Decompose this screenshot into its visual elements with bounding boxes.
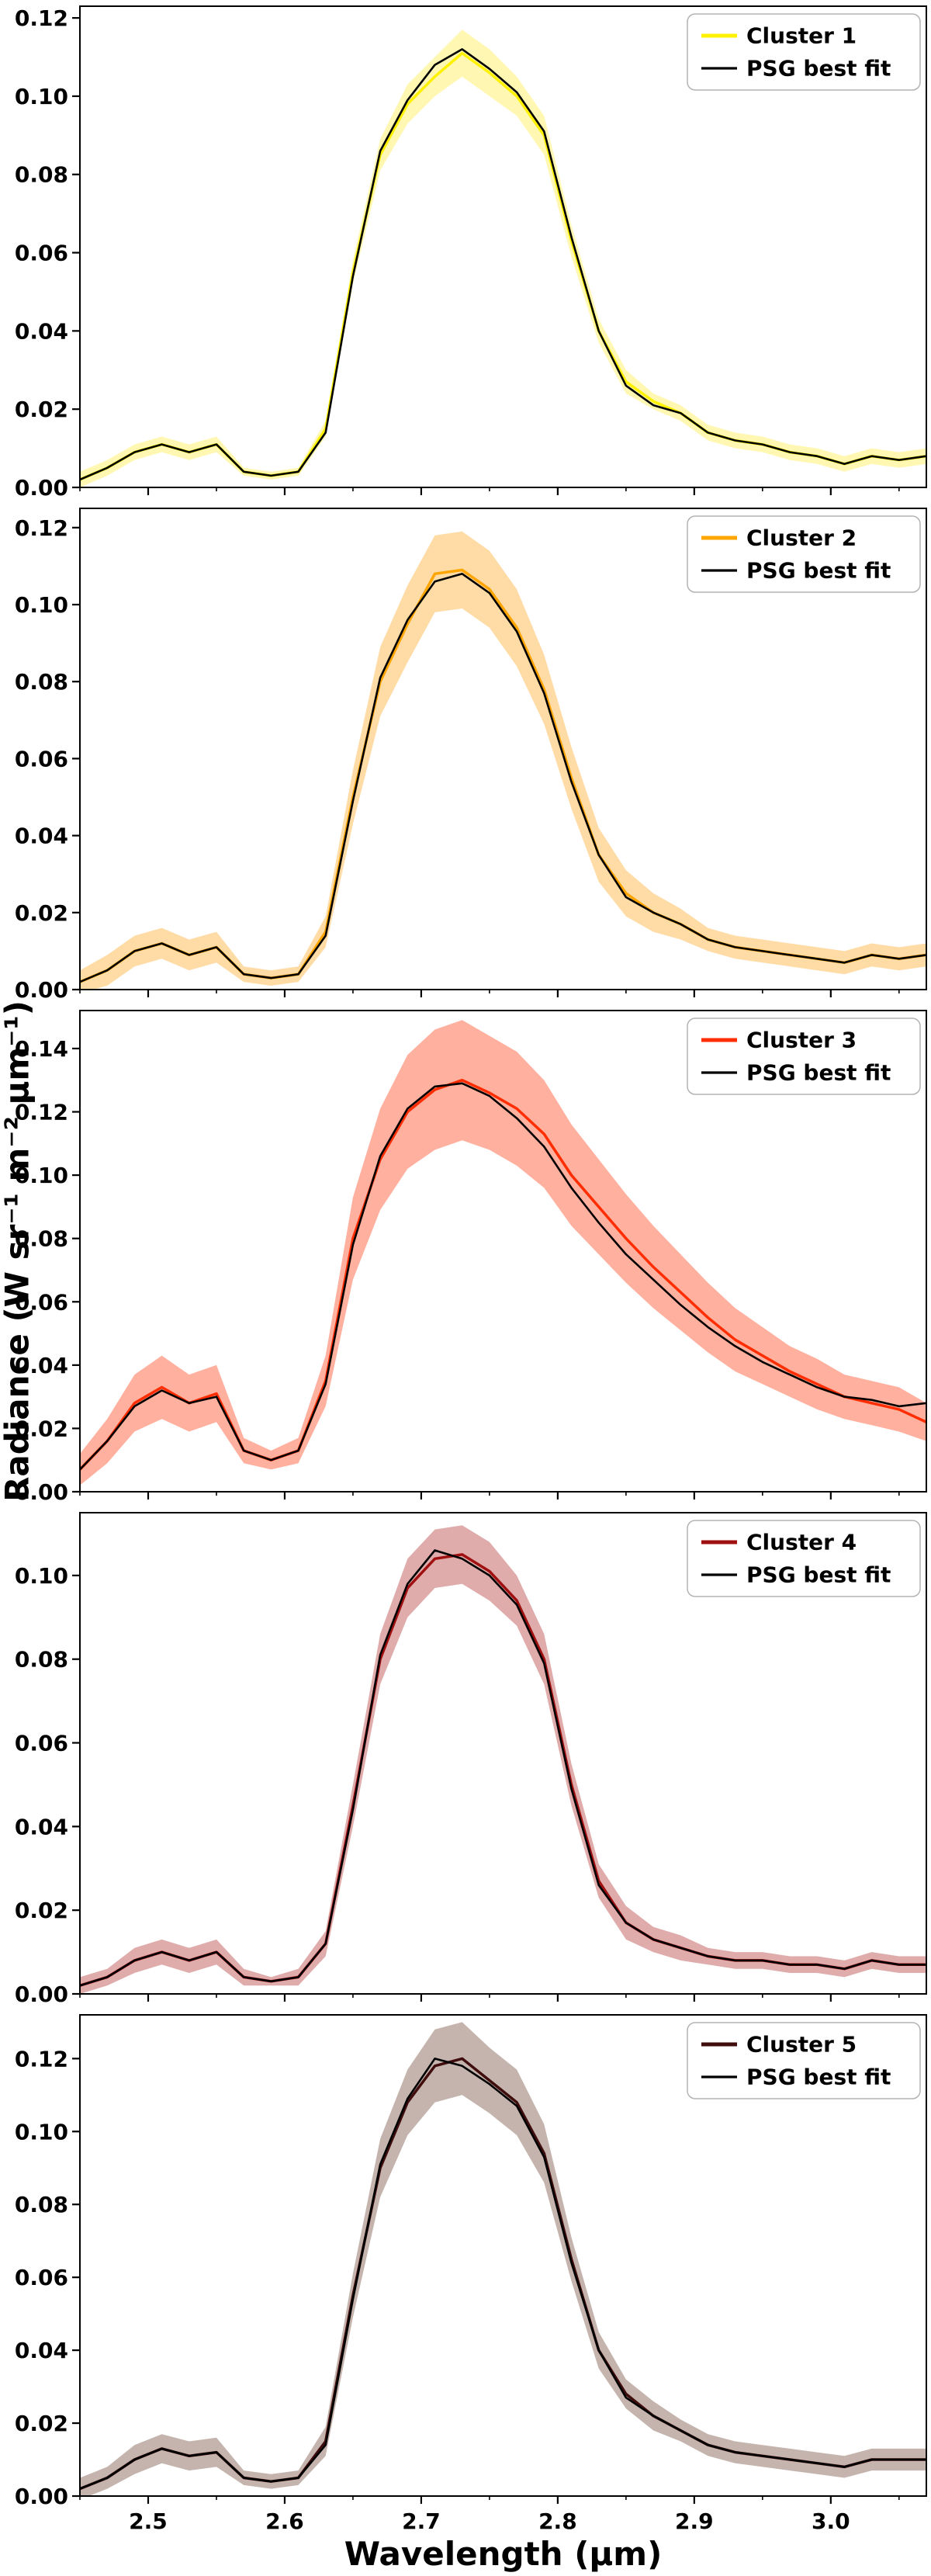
uncertainty-band: [80, 1020, 926, 1486]
x-tick-label: 3.0: [812, 2508, 850, 2534]
axes-box: [79, 508, 927, 990]
y-tick-label: 0.06: [15, 1731, 68, 1756]
panel-cluster-3: 0.00 0.02 0.04 0.06 0.08 0.10 0.12 0.14 Cluster …: [15, 1010, 927, 1505]
y-tick-label: 0.02: [15, 1416, 68, 1441]
y-tick-label: 0.10: [15, 1563, 68, 1589]
legend: Cluster 2 PSG best fit: [687, 515, 921, 593]
legend-item-cluster-label: Cluster 2: [746, 525, 857, 551]
y-tick-label: 0.10: [15, 1163, 68, 1188]
y-tick-label: 0.00: [15, 977, 68, 1003]
y-tick-label: 0.02: [15, 1898, 68, 1923]
legend: Cluster 3 PSG best fit: [687, 1018, 921, 1095]
y-tick-label: 0.06: [15, 1289, 68, 1315]
y-tick-label: 0.04: [15, 318, 68, 344]
cluster-spectrum-line: [80, 1078, 926, 1471]
cluster-spectrum-line: [80, 51, 926, 481]
y-tick-label: 0.06: [15, 2265, 68, 2290]
legend-item-cluster-label: Cluster 3: [746, 1028, 857, 1053]
uncertainty-band: [80, 1525, 926, 1994]
y-tick-label: 0.00: [15, 1981, 68, 2007]
y-tick-label: 0.10: [15, 2119, 68, 2144]
y-axis-label: Radiance (W sr⁻¹ m⁻² μm⁻¹): [0, 1000, 36, 1502]
y-tick-label: 0.04: [15, 1814, 68, 1839]
legend: Cluster 5 PSG best fit: [687, 2022, 921, 2099]
panel-cluster-2: 0.00 0.02 0.04 0.06 0.08 0.10 0.12 Cluster 2 PSG…: [15, 508, 927, 1003]
y-tick-label: 0.08: [15, 1226, 68, 1252]
psg-fit-line: [80, 1082, 926, 1471]
y-tick-label: 0.06: [15, 241, 68, 266]
x-axis-label: Wavelength (μm): [344, 2535, 663, 2573]
legend-frame: [687, 13, 921, 91]
legend-item-fit-label: PSG best fit: [746, 558, 891, 584]
legend-frame: [687, 515, 921, 593]
x-tick-label: 2.7: [402, 2508, 441, 2534]
axes-box: [79, 1512, 927, 1995]
legend: Cluster 4 PSG best fit: [687, 1520, 921, 1597]
legend-item-fit-label: PSG best fit: [746, 1060, 891, 1086]
legend-frame: [687, 1018, 921, 1095]
x-tick-label: 2.6: [265, 2508, 304, 2534]
y-tick-label: 0.02: [15, 900, 68, 926]
legend-item-cluster-label: Cluster 4: [746, 1530, 857, 1555]
axes-box: [79, 5, 927, 488]
legend-item-fit-label: PSG best fit: [746, 2065, 891, 2090]
y-tick-label: 0.04: [15, 1353, 68, 1378]
y-tick-label: 0.10: [15, 592, 68, 618]
y-tick-label: 0.08: [15, 2192, 68, 2217]
axes-box: [79, 1010, 927, 1493]
y-tick-label: 0.12: [15, 2046, 68, 2072]
psg-fit-line: [80, 572, 926, 983]
psg-fit-line: [80, 2058, 926, 2490]
y-tick-label: 0.06: [15, 746, 68, 771]
panel-cluster-1: 0.00 0.02 0.04 0.06 0.08 0.10 0.12 Cluster 1 PSG…: [15, 5, 927, 501]
legend: Cluster 1 PSG best fit: [687, 13, 921, 91]
panel-cluster-4: 0.00 0.02 0.04 0.06 0.08 0.10 Cluster 4 PSG bes…: [15, 1512, 927, 2007]
y-tick-label: 0.08: [15, 1647, 68, 1673]
legend-item-cluster-label: Cluster 1: [746, 23, 857, 49]
legend-item-cluster-label: Cluster 5: [746, 2032, 857, 2058]
y-tick-label: 0.12: [15, 1100, 68, 1125]
y-tick-label: 0.08: [15, 162, 68, 188]
y-tick-label: 0.08: [15, 669, 68, 695]
legend-frame: [687, 1520, 921, 1597]
x-tick-label: 2.5: [129, 2508, 168, 2534]
psg-fit-line: [80, 1549, 926, 1987]
legend-item-fit-label: PSG best fit: [746, 1562, 891, 1588]
y-tick-label: 0.02: [15, 397, 68, 422]
y-tick-label: 0.02: [15, 2411, 68, 2436]
x-tick-label: 2.8: [538, 2508, 577, 2534]
y-tick-label: 0.12: [15, 5, 68, 31]
axes-box: [79, 2014, 927, 2497]
y-tick-label: 0.14: [15, 1036, 68, 1062]
x-tick-label: 2.9: [675, 2508, 714, 2534]
y-tick-label: 0.00: [15, 1479, 68, 1505]
uncertainty-band: [80, 29, 926, 487]
psg-fit-line: [80, 48, 926, 481]
y-tick-label: 0.00: [15, 475, 68, 501]
y-tick-label: 0.00: [15, 2484, 68, 2509]
y-tick-label: 0.04: [15, 2338, 68, 2363]
y-tick-label: 0.10: [15, 84, 68, 109]
y-tick-label: 0.04: [15, 823, 68, 849]
legend-frame: [687, 2022, 921, 2099]
legend-item-fit-label: PSG best fit: [746, 56, 891, 81]
y-tick-label: 0.12: [15, 515, 68, 541]
uncertainty-band: [80, 531, 926, 990]
cluster-spectrum-line: [80, 1553, 926, 1987]
panel-cluster-5: 0.00 0.02 0.04 0.06 0.08 0.10 0.12 2.5 2.6 2.7 2.8…: [15, 2014, 927, 2534]
